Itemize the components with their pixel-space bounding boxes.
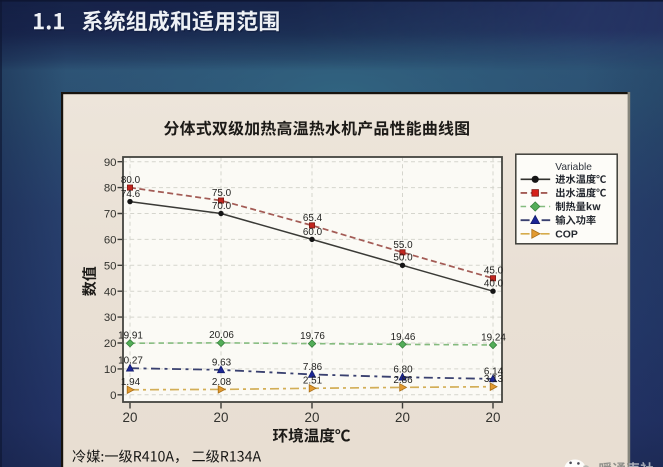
svg-text:19.24: 19.24 [481,332,506,343]
svg-text:30: 30 [104,312,117,324]
svg-text:45.0: 45.0 [484,266,504,277]
svg-text:20: 20 [214,410,229,425]
svg-text:10: 10 [104,364,117,376]
svg-text:20: 20 [486,410,501,425]
svg-text:0: 0 [110,390,116,402]
svg-text:2.86: 2.86 [393,375,413,386]
svg-text:40: 40 [104,286,117,298]
svg-text:2.51: 2.51 [303,376,323,387]
svg-text:1.94: 1.94 [121,377,141,388]
svg-text:65.4: 65.4 [303,213,323,224]
svg-text:20: 20 [104,338,117,350]
svg-text:75.0: 75.0 [212,188,232,199]
svg-text:50.0: 50.0 [393,253,413,264]
svg-text:70.0: 70.0 [212,201,232,212]
svg-text:9.63: 9.63 [212,357,232,368]
svg-text:7.86: 7.86 [303,362,323,373]
svg-text:80.0: 80.0 [121,175,141,186]
svg-text:50: 50 [104,260,117,272]
svg-text:COP: COP [555,230,578,241]
svg-text:Variable: Variable [555,162,592,173]
svg-text:60.0: 60.0 [303,227,323,238]
svg-text:80: 80 [104,183,117,195]
svg-text:40.0: 40.0 [484,279,504,290]
svg-text:55.0: 55.0 [393,240,413,251]
svg-text:6.80: 6.80 [393,365,413,376]
svg-text:2.08: 2.08 [212,377,232,388]
svg-text:19.76: 19.76 [300,331,325,342]
svg-text:19.91: 19.91 [118,331,143,342]
svg-text:20: 20 [305,410,320,425]
svg-text:20.06: 20.06 [209,330,234,341]
svg-text:19.46: 19.46 [391,332,416,343]
svg-text:20: 20 [395,410,410,425]
svg-text:10.27: 10.27 [118,356,143,367]
svg-text:20: 20 [123,410,138,425]
svg-text:74.6: 74.6 [121,189,141,200]
svg-text:90: 90 [104,157,117,169]
svg-text:6.14: 6.14 [484,366,504,377]
svg-text:70: 70 [104,209,117,221]
svg-text:3.13: 3.13 [484,374,504,385]
svg-text:60: 60 [104,235,117,247]
